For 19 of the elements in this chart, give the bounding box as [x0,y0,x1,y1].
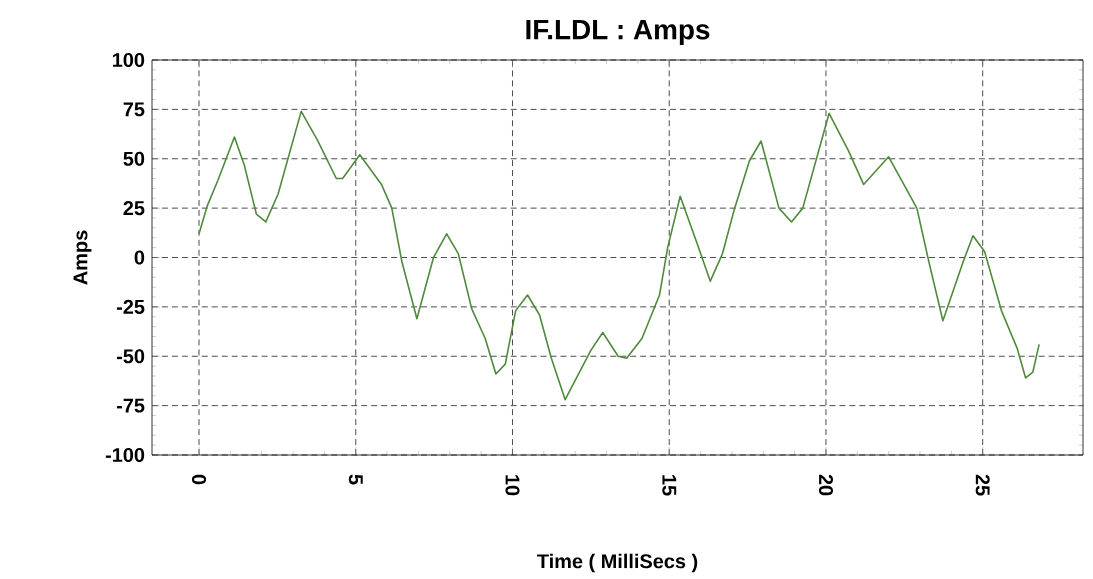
x-tick-label: 20 [818,474,834,496]
y-tick-label: 75 [123,102,145,117]
y-tick-label: 50 [123,151,145,166]
x-tick-label: 10 [505,475,520,496]
y-tick-label: -75 [116,398,145,413]
line-series [198,110,1040,401]
y-tick-label: 0 [134,250,145,265]
y-tick-label: -50 [116,349,145,364]
x-tick-label: 5 [348,474,363,485]
x-axis-title: Time ( MilliSecs ) [537,553,698,573]
x-tick-label: 0 [191,474,207,485]
y-axis-title: Amps [73,230,92,285]
x-tick-label: 25 [975,474,990,496]
y-tick-label: -100 [105,447,145,463]
chart-title: IF.LDL : Amps [526,20,710,45]
y-tick-label: 25 [123,201,145,216]
y-tick-label: 100 [112,52,145,68]
x-tick-label: 15 [662,475,677,496]
y-tick-label: -25 [116,299,145,314]
